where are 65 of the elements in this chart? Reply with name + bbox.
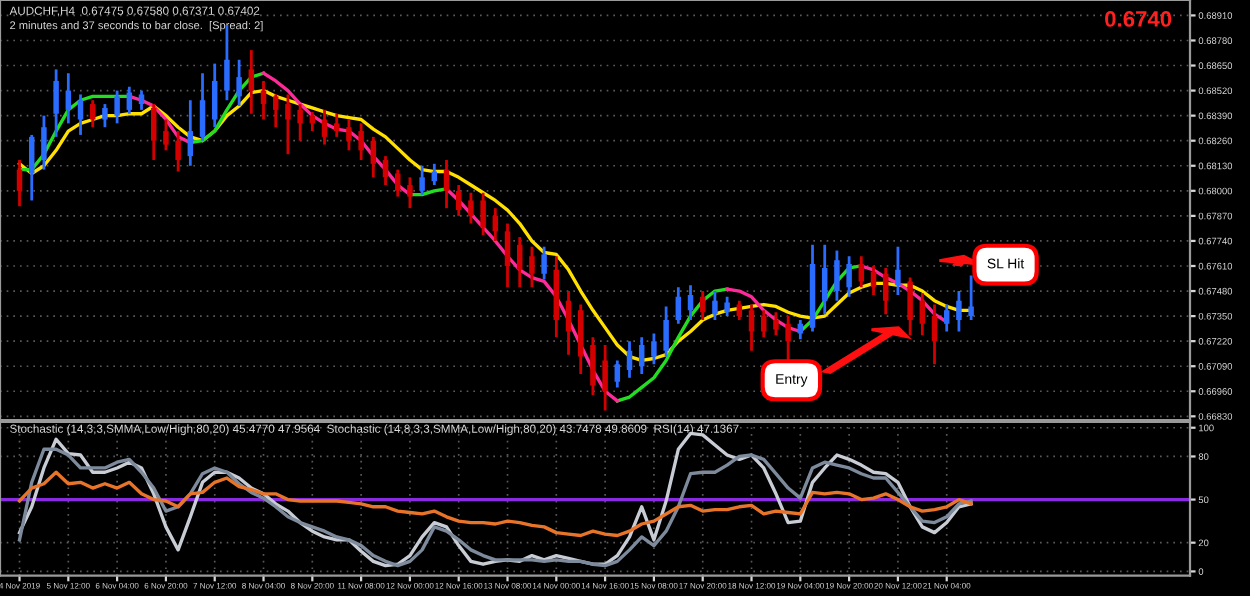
candlestick	[846, 254, 852, 299]
candlestick	[272, 93, 279, 129]
candlestick	[651, 332, 657, 366]
candlestick	[504, 222, 511, 289]
candlestick	[663, 305, 669, 358]
candlestick	[28, 133, 35, 202]
candlestick	[65, 71, 72, 125]
candlestick	[175, 129, 181, 173]
candlestick	[89, 98, 96, 129]
candlestick	[199, 71, 206, 143]
candlestick	[882, 266, 889, 316]
candlestick	[968, 274, 974, 322]
candlestick	[285, 93, 291, 156]
candlestick	[346, 118, 352, 152]
candlestick	[931, 303, 938, 366]
candlestick	[712, 289, 718, 322]
candlestick	[516, 235, 523, 289]
candlestick	[16, 158, 23, 208]
candlestick	[297, 102, 303, 143]
candlestick	[407, 175, 413, 210]
candlestick	[211, 62, 218, 129]
candlestick	[455, 183, 462, 218]
candlestick	[187, 98, 194, 168]
candlestick	[821, 243, 828, 316]
candlestick	[443, 158, 450, 210]
candlestick	[602, 343, 608, 412]
candlestick	[419, 164, 425, 197]
candlestick	[590, 335, 596, 397]
candlestick	[236, 58, 242, 108]
candlestick	[102, 102, 108, 129]
candlestick	[248, 48, 255, 116]
candlestick	[577, 303, 584, 376]
candlestick	[943, 303, 950, 333]
candlestick	[956, 289, 962, 333]
candlestick	[638, 335, 645, 376]
candlestick	[468, 191, 474, 225]
candlestick	[394, 168, 401, 198]
candlestick	[358, 121, 364, 162]
candlestick	[760, 308, 767, 339]
line-series	[17, 470, 973, 538]
candlestick	[834, 249, 840, 303]
candlestick	[480, 191, 486, 237]
candlestick	[748, 303, 755, 353]
candlestick	[626, 339, 633, 380]
candlestick	[138, 89, 145, 112]
candlestick	[919, 291, 926, 337]
candlestick	[907, 276, 913, 337]
candlestick	[41, 114, 47, 171]
candlestick	[541, 245, 547, 281]
candlestick	[614, 359, 621, 389]
candlestick	[77, 93, 84, 137]
candlestick	[675, 285, 682, 326]
candlestick	[333, 112, 340, 139]
candlestick	[370, 135, 377, 179]
candlestick	[785, 314, 791, 362]
candlestick	[163, 118, 169, 152]
candlestick	[565, 289, 572, 357]
candlestick	[724, 295, 730, 318]
candlestick	[529, 245, 535, 289]
candlestick	[53, 68, 59, 139]
candlestick	[150, 102, 157, 162]
candlestick	[773, 310, 779, 337]
candlestick	[895, 245, 901, 297]
text: 0.6740	[1105, 11, 1172, 27]
candlestick	[114, 89, 120, 125]
